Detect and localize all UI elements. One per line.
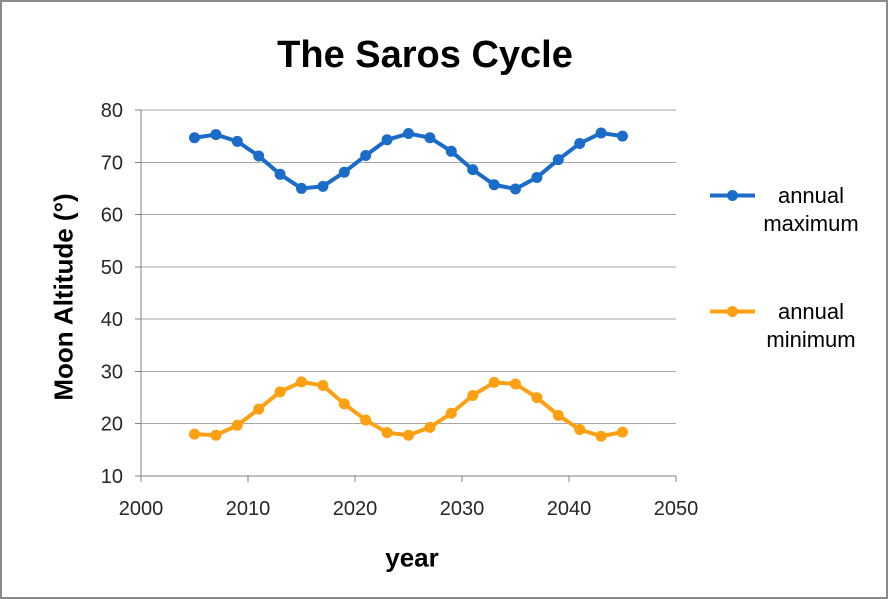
x-tick-label: 2010	[226, 498, 271, 520]
marker-annual-maximum	[617, 130, 628, 142]
marker-annual-minimum	[617, 426, 628, 438]
x-tick-label: 2020	[333, 498, 378, 520]
marker-annual-maximum	[531, 171, 543, 183]
y-tick-label: 50	[101, 257, 123, 279]
marker-annual-maximum	[360, 149, 372, 161]
marker-annual-minimum	[231, 419, 243, 431]
marker-annual-minimum	[424, 421, 436, 433]
marker-annual-maximum	[424, 132, 436, 144]
legend-label-annual-minimum: annual minimum	[760, 298, 862, 354]
marker-annual-minimum	[445, 407, 457, 419]
marker-annual-minimum	[274, 386, 286, 398]
marker-annual-maximum	[189, 132, 200, 144]
marker-annual-maximum	[317, 180, 329, 192]
marker-annual-maximum	[403, 128, 414, 140]
marker-annual-maximum	[488, 179, 500, 191]
marker-annual-maximum	[381, 134, 393, 146]
marker-annual-minimum	[296, 376, 307, 388]
y-tick-label: 80	[101, 100, 123, 122]
marker-annual-minimum	[360, 414, 372, 426]
marker-annual-maximum	[296, 182, 307, 194]
chart-title: The Saros Cycle	[277, 34, 573, 76]
x-tick-label: 2030	[440, 498, 485, 520]
y-tick-label: 40	[101, 309, 123, 331]
legend-entry-annual-minimum: annual minimum	[709, 298, 862, 354]
x-tick-label: 2040	[547, 498, 592, 520]
legend-label-line: annual	[777, 183, 845, 208]
x-axis-title: year	[385, 542, 439, 573]
marker-annual-maximum	[253, 150, 265, 162]
y-tick-label: 20	[101, 414, 123, 436]
y-tick-label: 70	[101, 152, 123, 174]
marker-annual-minimum	[317, 380, 329, 392]
legend-entry-annual-maximum: annual maximum	[709, 182, 862, 238]
marker-annual-minimum	[531, 392, 543, 404]
marker-annual-minimum	[488, 376, 500, 388]
marker-annual-minimum	[381, 427, 393, 439]
marker-annual-maximum	[552, 154, 564, 166]
marker-annual-maximum	[338, 166, 350, 178]
marker-annual-minimum	[510, 378, 521, 390]
x-tick-label: 2000	[119, 498, 164, 520]
marker-annual-maximum	[210, 129, 222, 141]
legend-label-line: maximum	[763, 211, 859, 236]
line-marker-swatch-icon	[710, 306, 755, 317]
line-marker-swatch-icon	[710, 190, 755, 201]
marker-annual-maximum	[467, 164, 479, 176]
marker-annual-maximum	[274, 168, 286, 180]
marker-annual-maximum	[595, 127, 607, 139]
marker-annual-minimum	[467, 389, 479, 401]
marker-annual-minimum	[210, 429, 222, 441]
marker-annual-minimum	[552, 409, 564, 421]
marker-annual-minimum	[338, 398, 350, 410]
marker-annual-minimum	[574, 423, 586, 435]
marker-annual-minimum	[189, 428, 200, 440]
legend-label-line: annual	[777, 299, 845, 324]
legend-label-annual-maximum: annual maximum	[760, 182, 862, 238]
y-tick-label: 30	[101, 361, 123, 383]
y-tick-label: 10	[101, 466, 123, 488]
x-tick-label: 2050	[654, 498, 699, 520]
marker-annual-maximum	[445, 145, 457, 157]
marker-annual-minimum	[403, 429, 414, 441]
marker-annual-minimum	[595, 430, 607, 442]
marker-annual-minimum	[253, 403, 265, 415]
marker-annual-maximum	[510, 183, 521, 195]
y-tick-label: 60	[101, 205, 123, 227]
legend-label-line: minimum	[766, 327, 856, 352]
marker-annual-maximum	[574, 137, 586, 149]
marker-annual-maximum	[231, 135, 243, 147]
